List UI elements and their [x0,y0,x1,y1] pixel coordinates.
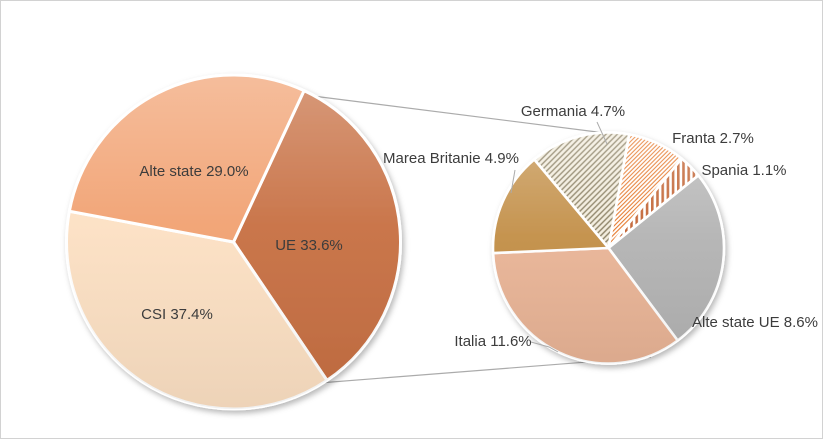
data-label-csi: CSI 37.4% [141,306,213,323]
data-label-alte-state-ue: Alte state UE 8.6% [692,314,818,331]
data-label-ue: UE 33.6% [275,237,343,254]
label-leader-line-0 [596,121,608,145]
main-pie [65,73,402,411]
data-label-franta: Franta 2.7% [672,130,754,147]
data-label-marea-britanie: Marea Britanie 4.9% [383,150,519,167]
data-label-germania: Germania 4.7% [521,103,625,120]
label-leader-line-1 [510,169,516,194]
data-label-alte-state: Alte state 29.0% [139,163,248,180]
label-leader-line-2 [530,341,559,353]
data-label-spania: Spania 1.1% [701,162,786,179]
secondary-pie [491,131,726,365]
data-label-italia: Italia 11.6% [454,333,531,350]
